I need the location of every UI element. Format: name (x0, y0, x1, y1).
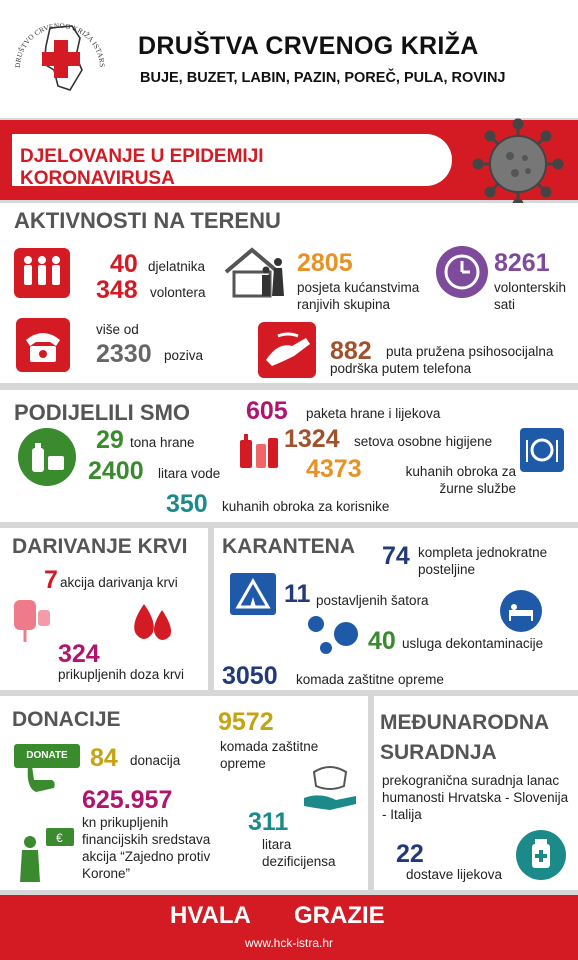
disinfectant-count: 311 (248, 808, 289, 836)
website-link[interactable]: www.hck-istra.hr (244, 936, 333, 950)
decon-label: usluga dekontaminacije (402, 636, 544, 651)
bedding-label: kompleta jednokratne posteljine (418, 545, 548, 577)
field-title: AKTIVNOSTI NA TERENU (14, 208, 281, 233)
support-label: puta pružena psihosocijalna podrška pute… (330, 344, 554, 376)
gear-label: komada zaštitne opreme (220, 739, 319, 771)
hygiene-bottles-icon (240, 434, 278, 468)
people-icon (14, 248, 70, 298)
packages-label: paketa hrane i lijekova (306, 406, 441, 421)
hygiene-label: setova osobne higijene (354, 434, 493, 449)
blood-actions-label: akcija darivanja krvi (60, 575, 178, 590)
pointing-hand-icon (27, 766, 55, 792)
quarantine-title: KARANTENA (222, 535, 355, 558)
blood-bag-icon (14, 600, 50, 642)
meals-label: kuhanih obroka za žurne službe (405, 464, 516, 496)
red-cross-logo: DRUŠTVO CRVENOG KRIŽA ISTARSKE ŽUPANIJE (10, 8, 106, 91)
org-title: DRUŠTVA CRVENOG KRIŽA (138, 32, 479, 60)
thanks-italian: GRAZIE (294, 902, 385, 929)
visits-label: posjeta kućanstvima ranjivih skupina (297, 280, 420, 312)
gear-count: 9572 (218, 708, 274, 736)
svg-text:€: € (56, 831, 63, 845)
thanks-croatian: HVALA (170, 902, 251, 929)
donate-tag: DONATE (14, 744, 80, 768)
mask-hand-icon (304, 766, 356, 810)
coronavirus-icon (472, 118, 564, 210)
visits-count: 2805 (297, 249, 353, 277)
support-count: 882 (330, 337, 372, 365)
tents-count: 11 (284, 580, 311, 608)
bedding-count: 74 (382, 542, 410, 570)
donate-tag-label: DONATE (26, 750, 68, 761)
helping-hands-icon (258, 322, 316, 378)
shared-title: PODIJELILI SMO (14, 400, 191, 425)
clock-icon (436, 246, 488, 298)
water-label: litara vode (158, 466, 221, 481)
users-meals-label: kuhanih obroka za korisnike (222, 499, 390, 514)
calls-label: poziva (164, 348, 204, 363)
users-meals-count: 350 (166, 490, 208, 518)
footer (0, 895, 578, 960)
food-label: tona hrane (130, 435, 195, 450)
workers-label: djelatnika (148, 259, 206, 274)
banner-box (12, 134, 452, 186)
blood-drops-icon (134, 604, 171, 640)
hours-label: volonterskih sati (494, 280, 567, 312)
workers-count: 40 (110, 250, 138, 278)
donation-count-label: donacija (130, 753, 181, 768)
banner-title: DJELOVANJE U EPIDEMIJI KORONAVIRUSA (20, 146, 264, 189)
blood-title: DARIVANJE KRVI (12, 535, 188, 558)
decontamination-virus-icon (308, 616, 358, 654)
phone-icon (16, 318, 70, 372)
bed-icon (500, 590, 542, 632)
person-money-icon: € (20, 828, 74, 882)
blood-doses-label: prikupljenih doza krvi (58, 667, 185, 682)
org-towns: BUJE, BUZET, LABIN, PAZIN, POREČ, PULA, … (140, 70, 506, 86)
water-count: 2400 (88, 457, 144, 485)
calls-count: 2330 (96, 340, 152, 368)
tents-label: postavljenih šatora (316, 593, 429, 608)
amount-count: 625.957 (82, 786, 173, 814)
hours-count: 8261 (494, 249, 550, 277)
disinfectant-label: litara dezificijensa (262, 837, 336, 869)
house-elderly-icon (224, 247, 284, 298)
plate-cutlery-icon (520, 428, 564, 472)
header: DRUŠTVO CRVENOG KRIŽA ISTARSKE ŽUPANIJE … (0, 0, 578, 118)
food-icon (18, 428, 76, 486)
volunteers-count: 348 (96, 276, 138, 304)
food-count: 29 (96, 426, 124, 454)
deliveries-label: dostave lijekova (406, 867, 503, 882)
calls-prefix: više od (96, 322, 139, 337)
donations-panel (0, 696, 368, 890)
amount-label: kn prikupljenih financijskih sredstava a… (82, 815, 211, 881)
equip-label: komada zaštitne opreme (296, 672, 444, 687)
international-desc: prekogranična suradnja lanac humanosti H… (382, 773, 569, 822)
donations-title: DONACIJE (12, 708, 121, 731)
equip-count: 3050 (222, 662, 278, 690)
tent-icon (230, 573, 276, 615)
medicine-icon (516, 830, 566, 880)
banner (0, 120, 578, 200)
deliveries-count: 22 (396, 840, 424, 868)
volunteers-label: volontera (150, 285, 206, 300)
international-title: MEĐUNARODNA SURADNJA (380, 711, 549, 764)
blood-actions-count: 7 (44, 566, 58, 594)
shared-panel (0, 390, 578, 522)
packages-count: 605 (246, 397, 288, 425)
donation-count: 84 (90, 744, 118, 772)
meals-count: 4373 (306, 455, 362, 483)
blood-doses-count: 324 (58, 640, 100, 668)
decon-count: 40 (368, 627, 396, 655)
hygiene-count: 1324 (284, 425, 340, 453)
